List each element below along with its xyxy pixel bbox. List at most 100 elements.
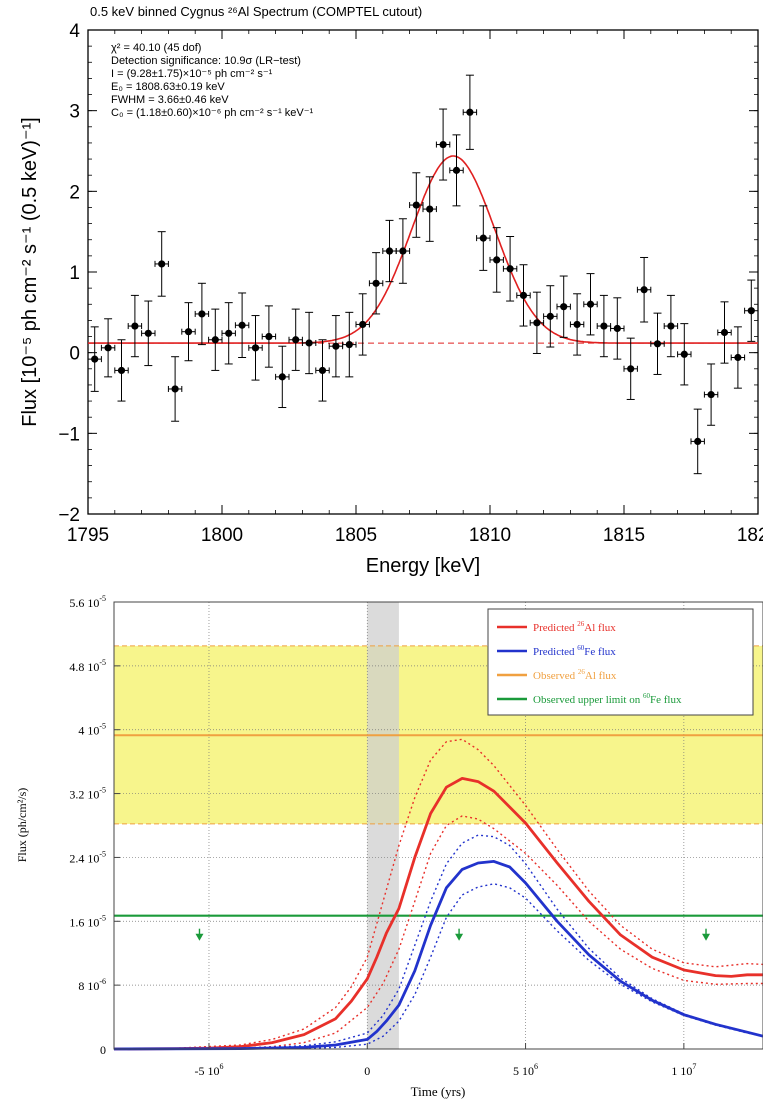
- data-point: [114, 339, 129, 402]
- data-point: [502, 236, 518, 302]
- data-point: [663, 294, 679, 358]
- data-point: [636, 256, 652, 323]
- data-point: [315, 339, 330, 402]
- series-line: [113, 860, 763, 1051]
- svg-text:Predicted 26Al flux: Predicted 26Al flux: [533, 620, 616, 634]
- y-tick-label: 4.8 10-5: [69, 658, 106, 674]
- data-point: [462, 74, 478, 150]
- y-tick-label: 0: [69, 344, 80, 365]
- data-point: [208, 308, 223, 371]
- legend-entry: Observed 26Al flux: [497, 668, 617, 682]
- svg-text:Observed 26Al flux: Observed 26Al flux: [533, 668, 617, 682]
- fit-annotation: E₀ = 1808.63±0.19 keV: [111, 81, 225, 93]
- flux-time-chart: -5 106 0 5 106 1 107 0 8 10-6 1.6 10-5 2.4 10-5…: [15, 594, 763, 1099]
- data-point: [516, 264, 531, 327]
- y-tick-label: 4: [69, 21, 80, 42]
- y-tick-label: 1.6 10-5: [69, 913, 106, 929]
- shaded-time-band: [367, 602, 399, 1049]
- data-point: [154, 231, 169, 297]
- y-tick-label: 2.4 10-5: [69, 849, 106, 865]
- flux-x-label: Time (yrs): [411, 1084, 466, 1099]
- fit-annotation: FWHM = 3.66±0.46 keV: [111, 94, 229, 106]
- data-point: [261, 305, 277, 368]
- data-point: [690, 408, 705, 475]
- data-point: [288, 308, 303, 371]
- spectrum-y-label: Flux [10⁻⁵ ph cm⁻² s⁻¹ (0.5 keV)⁻¹]: [19, 117, 41, 426]
- y-tick-label: 1: [69, 263, 80, 284]
- y-tick-label: 3: [69, 102, 80, 123]
- data-point: [181, 302, 196, 362]
- upper-limit-arrows: [195, 928, 711, 941]
- spectrum-data-points: [87, 74, 759, 475]
- data-point: [596, 294, 612, 358]
- data-point: [650, 312, 665, 375]
- series-bound-line: [114, 815, 763, 1050]
- legend-entry: Observed upper limit on 60Fe flux: [497, 692, 682, 706]
- x-tick-label: 5 106: [513, 1062, 538, 1078]
- data-point: [583, 273, 598, 336]
- legend-entry: Predicted 26Al flux: [497, 620, 616, 634]
- x-tick-label: 1800: [201, 525, 243, 546]
- y-tick-label: −1: [58, 424, 80, 445]
- data-point: [556, 275, 571, 338]
- series-bound-line: [113, 883, 763, 1050]
- x-tick-label: 1795: [67, 525, 109, 546]
- data-point: [368, 252, 384, 315]
- y-tick-label: −2: [58, 505, 80, 526]
- upper-limit-arrow: [195, 928, 204, 941]
- upper-limit-arrow: [702, 928, 711, 941]
- data-point: [194, 282, 210, 346]
- series-bound-line: [113, 738, 763, 1050]
- data-point: [127, 294, 143, 358]
- data-point: [623, 337, 638, 400]
- data-point: [141, 300, 156, 367]
- y-tick-label: 2: [69, 182, 80, 203]
- data-point: [703, 363, 719, 426]
- x-tick-label: 1 107: [671, 1062, 696, 1078]
- data-point: [382, 219, 397, 283]
- y-tick-label: 5.6 10-5: [69, 594, 106, 610]
- data-point: [717, 301, 732, 364]
- spectrum-axes: 1795 1800 1805 1810 1815 1820 −2 −1 0 1 2 3 4: [58, 21, 763, 546]
- x-tick-label: -5 106: [194, 1062, 223, 1078]
- legend-entry: Predicted 60Fe flux: [497, 644, 616, 658]
- series-line: [113, 777, 763, 1051]
- data-point: [221, 302, 236, 365]
- flux-y-label: Flux (ph/cm²/s): [15, 788, 29, 863]
- data-point: [422, 176, 437, 242]
- y-tick-label: 4 10-5: [78, 722, 106, 738]
- data-point: [395, 218, 411, 284]
- upper-limit-arrow: [455, 928, 464, 941]
- data-point: [677, 323, 692, 386]
- x-tick-label: 1820: [737, 525, 763, 546]
- data-point: [543, 285, 558, 348]
- gaussian-fit-line: [88, 155, 758, 344]
- data-point: [610, 297, 625, 360]
- data-point: [87, 326, 102, 392]
- data-point: [301, 311, 317, 375]
- legend-box: [487, 608, 754, 716]
- data-point: [730, 326, 746, 389]
- data-point: [476, 205, 491, 271]
- series-bound-line: [113, 834, 763, 1050]
- data-point: [435, 108, 451, 181]
- flux-legend: Predicted 26Al flux Predicted 60Fe flux Ob…: [487, 608, 754, 716]
- svg-text:Predicted 60Fe flux: Predicted 60Fe flux: [533, 644, 616, 658]
- fit-annotations: χ² = 40.10 (45 dof)Detection significanc…: [111, 42, 314, 119]
- data-point: [100, 318, 116, 378]
- spectrum-chart: 0.5 keV binned Cygnus ²⁶Al Spectrum (COM…: [19, 4, 763, 577]
- data-point: [275, 345, 290, 409]
- x-tick-label: 1805: [335, 525, 377, 546]
- data-point: [449, 134, 464, 207]
- x-tick-label: 1815: [603, 525, 645, 546]
- svg-text:Observed upper limit on 60Fe f: Observed upper limit on 60Fe flux: [533, 692, 682, 706]
- fit-annotation: χ² = 40.10 (45 dof): [111, 42, 201, 54]
- data-point: [248, 315, 263, 381]
- data-point: [409, 172, 424, 238]
- x-tick-label: 1810: [469, 525, 511, 546]
- flux-plot-frame: [113, 601, 763, 1050]
- data-point: [529, 291, 545, 354]
- data-point: [355, 293, 370, 356]
- y-tick-label: 3.2 10-5: [69, 786, 106, 802]
- x-tick-label: 0: [364, 1064, 370, 1078]
